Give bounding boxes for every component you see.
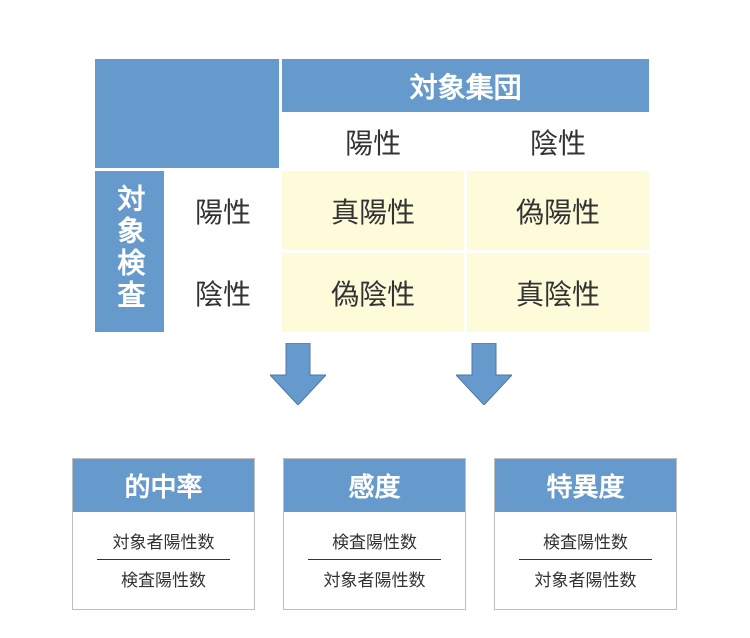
fraction-denominator: 検査陽性数 xyxy=(83,562,244,595)
arrow-down-icon xyxy=(270,343,326,405)
fraction-line xyxy=(97,559,230,560)
cell-true-negative: 真陰性 xyxy=(466,252,651,334)
metric-title: 的中率 xyxy=(73,459,254,512)
fraction-numerator: 検査陽性数 xyxy=(294,524,455,557)
col-header-negative: 陰性 xyxy=(466,114,651,170)
cell-false-positive: 偽陽性 xyxy=(466,170,651,252)
confusion-matrix: 対象集団 陽性 陰性 対象検査 陽性 真陽性 偽陽性 陰性 偽陰性 真陰性 xyxy=(92,56,652,335)
row-group-header: 対象検査 xyxy=(94,170,166,334)
col-header-positive: 陽性 xyxy=(281,114,466,170)
metric-sensitivity: 感度 検査陽性数 対象者陽性数 xyxy=(283,458,466,610)
fraction-numerator: 検査陽性数 xyxy=(505,524,666,557)
cell-true-positive: 真陽性 xyxy=(281,170,466,252)
metric-fraction: 検査陽性数 対象者陽性数 xyxy=(495,512,676,609)
row-group-header-text: 対象検査 xyxy=(109,184,149,312)
fraction-denominator: 対象者陽性数 xyxy=(294,562,455,595)
metric-specificity: 特異度 検査陽性数 対象者陽性数 xyxy=(494,458,677,610)
metric-fraction: 対象者陽性数 検査陽性数 xyxy=(73,512,254,609)
metric-title: 特異度 xyxy=(495,459,676,512)
row-header-negative: 陰性 xyxy=(165,252,280,334)
metrics-row: 的中率 対象者陽性数 検査陽性数 感度 検査陽性数 対象者陽性数 特異度 検査陽… xyxy=(72,458,678,610)
row-header-positive: 陽性 xyxy=(165,170,280,252)
arrow-row xyxy=(92,335,652,415)
metric-accuracy: 的中率 対象者陽性数 検査陽性数 xyxy=(72,458,255,610)
top-left-blank xyxy=(94,58,281,170)
fraction-numerator: 対象者陽性数 xyxy=(83,524,244,557)
fraction-denominator: 対象者陽性数 xyxy=(505,562,666,595)
cell-false-negative: 偽陰性 xyxy=(281,252,466,334)
arrow-down-icon xyxy=(456,343,512,405)
fraction-line xyxy=(519,559,652,560)
metric-title: 感度 xyxy=(284,459,465,512)
metric-fraction: 検査陽性数 対象者陽性数 xyxy=(284,512,465,609)
diagram-stage: 対象集団 陽性 陰性 対象検査 陽性 真陽性 偽陽性 陰性 偽陰性 真陰性 xyxy=(92,56,652,415)
col-group-header: 対象集団 xyxy=(281,58,651,114)
fraction-line xyxy=(308,559,441,560)
